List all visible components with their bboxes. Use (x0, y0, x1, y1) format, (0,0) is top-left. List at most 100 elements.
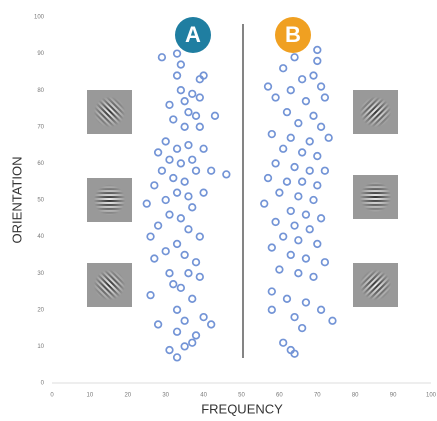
point (318, 307, 325, 314)
point (197, 124, 204, 131)
x-tick-label: 100 (426, 393, 437, 399)
point (314, 153, 321, 160)
point (299, 149, 306, 156)
point (166, 347, 173, 354)
x-axis-label: FREQUENCY (201, 401, 283, 416)
point (174, 354, 181, 361)
point (314, 47, 321, 54)
point (261, 200, 268, 207)
point (189, 296, 196, 303)
point (291, 314, 298, 321)
y-tick-label: 90 (37, 51, 44, 57)
point (306, 167, 313, 174)
point (185, 193, 192, 200)
point (295, 193, 302, 200)
point (291, 54, 298, 61)
point (303, 255, 310, 262)
y-tick-label: 70 (37, 124, 44, 130)
point (200, 145, 207, 152)
point (170, 281, 177, 288)
y-tick-label: 100 (34, 15, 45, 21)
x-tick-label: 40 (200, 393, 207, 399)
point (162, 138, 169, 145)
point (185, 226, 192, 233)
annotation: B (285, 22, 301, 47)
point (295, 120, 302, 127)
point (178, 160, 185, 167)
point (303, 211, 310, 218)
point (284, 178, 291, 185)
point (174, 145, 181, 152)
point (291, 222, 298, 229)
point (280, 233, 287, 240)
point (189, 156, 196, 163)
point (265, 175, 272, 182)
x-tick-label: 50 (238, 393, 245, 399)
point (269, 307, 276, 314)
y-tick-label: 60 (37, 161, 44, 167)
point (314, 58, 321, 65)
point (299, 76, 306, 83)
point (269, 288, 276, 295)
point (325, 134, 332, 141)
x-tick-label: 20 (124, 393, 131, 399)
point (280, 145, 287, 152)
point (306, 226, 313, 233)
point (166, 156, 173, 163)
point (159, 54, 166, 61)
point (303, 98, 310, 105)
point (287, 134, 294, 141)
point (181, 317, 188, 324)
point (197, 274, 204, 281)
point (174, 307, 181, 314)
point (174, 241, 181, 248)
point (197, 233, 204, 240)
x-tick-label: 90 (390, 393, 397, 399)
point (280, 65, 287, 72)
point (185, 142, 192, 149)
point (287, 252, 294, 259)
point (200, 189, 207, 196)
y-tick-label: 50 (37, 198, 44, 204)
point (208, 167, 215, 174)
point (147, 292, 154, 299)
point (166, 270, 173, 277)
point (197, 94, 204, 101)
point (265, 83, 272, 90)
x-tick-label: 80 (352, 393, 359, 399)
point (284, 109, 291, 116)
point (178, 215, 185, 222)
point (193, 332, 200, 339)
point (318, 215, 325, 222)
point (322, 167, 329, 174)
point (299, 325, 306, 332)
annotation: A (185, 22, 201, 47)
point (295, 270, 302, 277)
point (318, 124, 325, 131)
x-tick-label: 0 (50, 393, 54, 399)
point (314, 241, 321, 248)
point (151, 182, 158, 189)
point (287, 87, 294, 94)
chart: A B FREQUENCY ORIENTATION 01020304050607… (0, 0, 437, 421)
point (181, 252, 188, 259)
y-tick-label: 30 (37, 271, 44, 277)
point (170, 175, 177, 182)
point (162, 248, 169, 255)
point (200, 314, 207, 321)
point (303, 299, 310, 306)
point (208, 321, 215, 328)
point (174, 72, 181, 79)
point (295, 237, 302, 244)
point (181, 98, 188, 105)
point (174, 189, 181, 196)
point (322, 259, 329, 266)
point (151, 255, 158, 262)
point (322, 94, 329, 101)
point (155, 321, 162, 328)
point (181, 178, 188, 185)
point (212, 113, 219, 120)
point (314, 182, 321, 189)
point (306, 138, 313, 145)
x-tick-label: 70 (314, 393, 321, 399)
